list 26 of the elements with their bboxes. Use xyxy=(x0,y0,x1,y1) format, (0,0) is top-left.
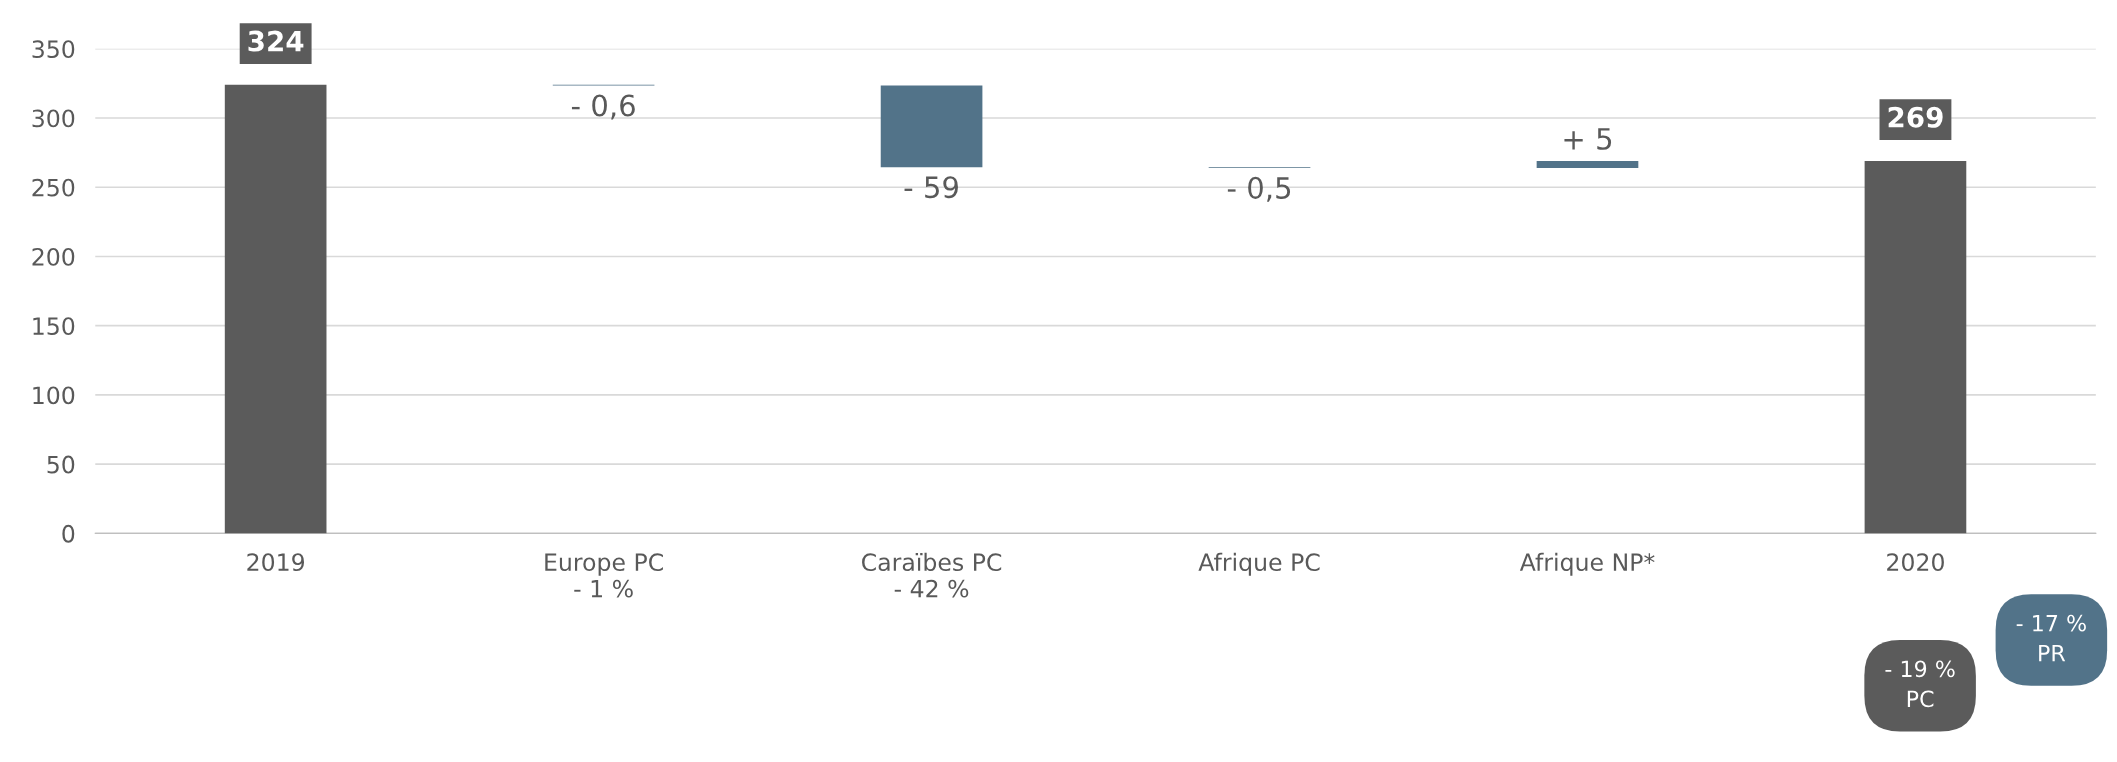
data-label: - 0,6 xyxy=(571,94,635,120)
data-label: 269 xyxy=(1888,106,1943,128)
y-tick-label: 0 xyxy=(62,524,75,543)
y-tick-label: 300 xyxy=(32,109,75,128)
bar xyxy=(880,85,983,168)
y-tick-label: 100 xyxy=(33,386,75,405)
data-label: - 0,5 xyxy=(1227,176,1291,202)
bar xyxy=(1864,160,1967,534)
data-label: + 5 xyxy=(1564,128,1612,150)
bar xyxy=(1536,161,1639,168)
data-label: 324 xyxy=(248,30,304,52)
x-tick-label: Afrique NP* xyxy=(1519,552,1655,576)
y-tick-label: 50 xyxy=(47,455,75,474)
text: - 17 % PR xyxy=(2016,614,2086,662)
x-tick-label: Europe PC - 1 % xyxy=(545,553,663,598)
y-tick-label: 350 xyxy=(32,40,75,59)
bar xyxy=(224,84,327,534)
y-tick-label: 250 xyxy=(32,178,75,197)
x-tick-label: Afrique PC xyxy=(1198,552,1320,576)
x-tick-label: Caraïbes PC - 42 % xyxy=(862,552,1002,598)
text: - 19 % PC xyxy=(1885,660,1955,708)
x-tick-label: 2019 xyxy=(247,553,305,572)
y-tick-label: 150 xyxy=(33,317,75,336)
data-label: - 59 xyxy=(904,176,958,199)
y-tick-label: 200 xyxy=(32,247,75,266)
x-tick-label: 2020 xyxy=(1887,553,1944,572)
